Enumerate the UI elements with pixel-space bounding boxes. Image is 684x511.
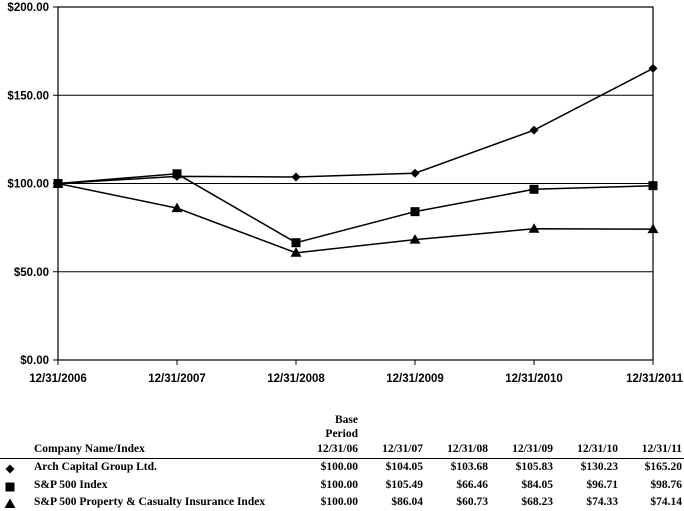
x-tick-label-4: 12/31/2010 (505, 373, 563, 385)
point-square-5 (648, 181, 658, 191)
row-label: Arch Capital Group Ltd. (34, 461, 157, 473)
base-header-line-3: 12/31/06 (317, 443, 358, 455)
table-cell: $84.05 (521, 479, 553, 491)
name-header: Company Name/Index (34, 443, 145, 455)
series-line-triangle (57, 182, 654, 254)
point-square-4 (529, 184, 539, 194)
y-tick-label-0: $0.00 (20, 355, 49, 367)
point-diamond-2 (291, 172, 301, 182)
point-triangle-0 (52, 178, 64, 188)
x-tick-label-3: 12/31/2009 (386, 373, 444, 385)
x-tick-label-2: 12/31/2008 (267, 373, 325, 385)
grid-lines (58, 94, 653, 273)
table-cell: $100.00 (320, 496, 358, 508)
base-header-line-2: Period (325, 428, 358, 440)
point-square-2 (291, 238, 301, 248)
diamond-legend-marker (5, 464, 15, 474)
x-tick-label-1: 12/31/2007 (148, 373, 206, 385)
date-header-2011: 12/31/11 (641, 443, 682, 455)
point-square-1 (172, 169, 182, 179)
point-triangle-1 (171, 202, 183, 213)
table-cell: $105.49 (385, 479, 423, 491)
point-triangle-5 (647, 223, 659, 234)
line-chart: $0.00 $50.00 $100.00 $150.00 $200.00 12/31/2… (7, 2, 683, 385)
point-triangle-3 (409, 234, 421, 244)
table-cell: $100.00 (320, 479, 358, 491)
point-diamond-5 (648, 63, 658, 73)
date-header-2008: 12/31/08 (447, 443, 488, 455)
table-cell: $74.33 (586, 496, 618, 508)
table-cell: $96.71 (586, 479, 618, 491)
triangle-icon (4, 498, 16, 508)
date-header-2010: 12/31/10 (577, 443, 618, 455)
series-line-square (57, 173, 654, 244)
table-header-rule (0, 458, 684, 459)
point-square-3 (410, 207, 420, 217)
table-cell: $98.76 (650, 479, 682, 491)
square-legend-marker (5, 482, 15, 492)
table-cell: $130.23 (580, 461, 618, 473)
table-cell: $105.83 (515, 461, 553, 473)
point-diamond-3 (410, 168, 420, 178)
y-tick-label-150: $150.00 (7, 90, 49, 102)
table-cell: $100.00 (320, 461, 358, 473)
table-cell: $60.73 (456, 496, 488, 508)
performance-table: Base Period 12/31/06 Company Name/Index … (0, 410, 684, 511)
point-triangle-2 (290, 247, 302, 257)
point-diamond-4 (529, 125, 539, 135)
y-tick-label-100: $100.00 (7, 179, 49, 191)
table-cell: $68.23 (521, 496, 553, 508)
table-cell: $103.68 (450, 461, 488, 473)
table-cell: $74.14 (650, 496, 682, 508)
series-group (52, 63, 659, 257)
table-cell: $86.04 (391, 496, 423, 508)
y-tick-labels: $0.00 $50.00 $100.00 $150.00 $200.00 (7, 2, 49, 367)
axes (53, 6, 654, 365)
y-tick-label-200: $200.00 (7, 2, 49, 14)
series-line-diamond (57, 67, 654, 185)
y-tick-label-50: $50.00 (14, 267, 49, 279)
point-triangle-4 (528, 223, 540, 233)
square-icon (5, 482, 15, 492)
triangle-legend-marker (4, 498, 16, 508)
table-cell: $104.05 (385, 461, 423, 473)
table-cell: $165.20 (644, 461, 682, 473)
base-header-line-1: Base (335, 414, 358, 426)
x-tick-label-5: 12/31/2011 (626, 373, 684, 385)
x-tick-label-0: 12/31/2006 (29, 373, 87, 385)
row-label: S&P 500 Index (34, 479, 108, 491)
date-header-2009: 12/31/09 (512, 443, 553, 455)
row-label: S&P 500 Property & Casualty Insurance In… (34, 496, 266, 508)
diamond-icon (5, 464, 15, 474)
table-cell: $66.46 (456, 479, 488, 491)
x-tick-labels: 12/31/2006 12/31/2007 12/31/2008 12/31/2009… (29, 373, 683, 385)
date-header-2007: 12/31/07 (382, 443, 423, 455)
